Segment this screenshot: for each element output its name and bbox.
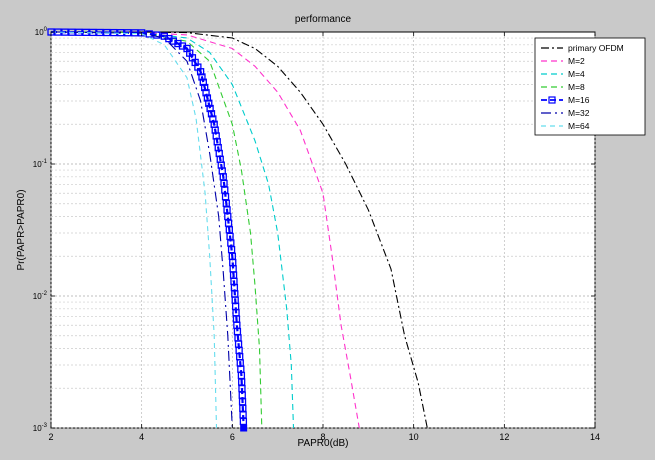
legend-label: M=8 bbox=[568, 82, 585, 92]
x-axis-label: PAPR0(dB) bbox=[298, 438, 349, 449]
legend-label: primary OFDM bbox=[568, 43, 624, 53]
y-tick-label: 10-2 bbox=[33, 291, 48, 301]
data-point-marker bbox=[209, 115, 217, 123]
data-point-marker bbox=[124, 29, 132, 37]
series-group bbox=[47, 28, 428, 432]
y-tick-label: 10-3 bbox=[33, 423, 48, 433]
data-point-marker bbox=[196, 68, 205, 76]
data-point-marker bbox=[199, 78, 207, 86]
data-point-marker bbox=[205, 99, 213, 107]
series-line bbox=[50, 31, 233, 429]
data-point-marker bbox=[207, 110, 216, 118]
series-line bbox=[50, 30, 245, 429]
x-tick-label: 4 bbox=[139, 432, 144, 442]
x-tick-label: 10 bbox=[409, 432, 419, 442]
x-tick-label: 14 bbox=[590, 432, 600, 442]
legend-marker bbox=[548, 96, 556, 104]
chart-title: performance bbox=[295, 14, 352, 25]
grid bbox=[50, 32, 596, 429]
data-point-marker bbox=[202, 89, 210, 97]
data-point-marker bbox=[239, 417, 248, 426]
x-tick-label: 6 bbox=[230, 432, 235, 442]
data-point-marker bbox=[203, 94, 212, 102]
data-point-marker bbox=[198, 73, 206, 81]
series-line bbox=[51, 31, 428, 429]
y-axis-label: Pr(PAPR>PAPR0) bbox=[16, 189, 27, 270]
x-tick-label: 12 bbox=[499, 432, 509, 442]
series-line bbox=[50, 31, 218, 429]
legend-label: M=32 bbox=[568, 108, 590, 118]
data-point-marker bbox=[153, 31, 161, 39]
y-tick-label: 10-1 bbox=[33, 159, 48, 169]
legend-label: M=16 bbox=[568, 95, 590, 105]
data-point-marker bbox=[206, 104, 214, 113]
x-tick-label: 2 bbox=[48, 432, 53, 442]
legend-label: M=2 bbox=[568, 56, 585, 66]
data-point-marker bbox=[103, 28, 111, 37]
data-point-marker bbox=[201, 83, 209, 92]
legend-label: M=4 bbox=[568, 69, 585, 79]
legend: primary OFDM M=2 M=4 M=8 M=16 M=32 M=64 bbox=[534, 37, 646, 136]
legend-label: M=64 bbox=[568, 121, 590, 131]
y-tick-label: 100 bbox=[35, 27, 48, 37]
axes: 2 4 6 8 10 12 14 10-3 10-2 10-1 100 bbox=[33, 27, 600, 442]
data-point-marker bbox=[240, 424, 248, 432]
x-tick-label: 8 bbox=[320, 432, 325, 442]
